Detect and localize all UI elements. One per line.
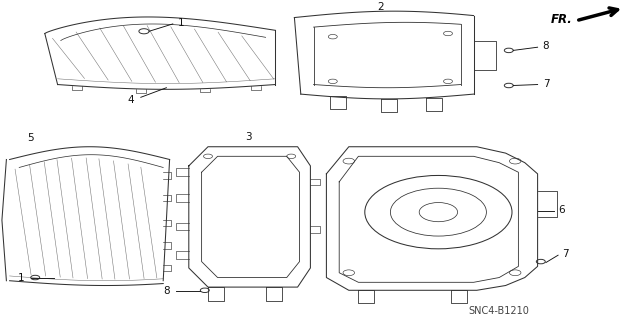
Text: 7: 7 [543,79,549,89]
Text: 1: 1 [18,273,24,283]
Text: 4: 4 [128,95,134,105]
Text: 8: 8 [543,41,549,51]
Text: 6: 6 [558,205,564,215]
Text: FR.: FR. [551,13,573,26]
Text: 8: 8 [163,286,170,296]
Text: 3: 3 [245,132,252,142]
Text: 1: 1 [178,18,184,28]
Text: SNC4-B1210: SNC4-B1210 [468,306,530,316]
Text: 2: 2 [378,2,384,12]
Text: 7: 7 [562,249,568,259]
Text: 5: 5 [28,133,34,143]
